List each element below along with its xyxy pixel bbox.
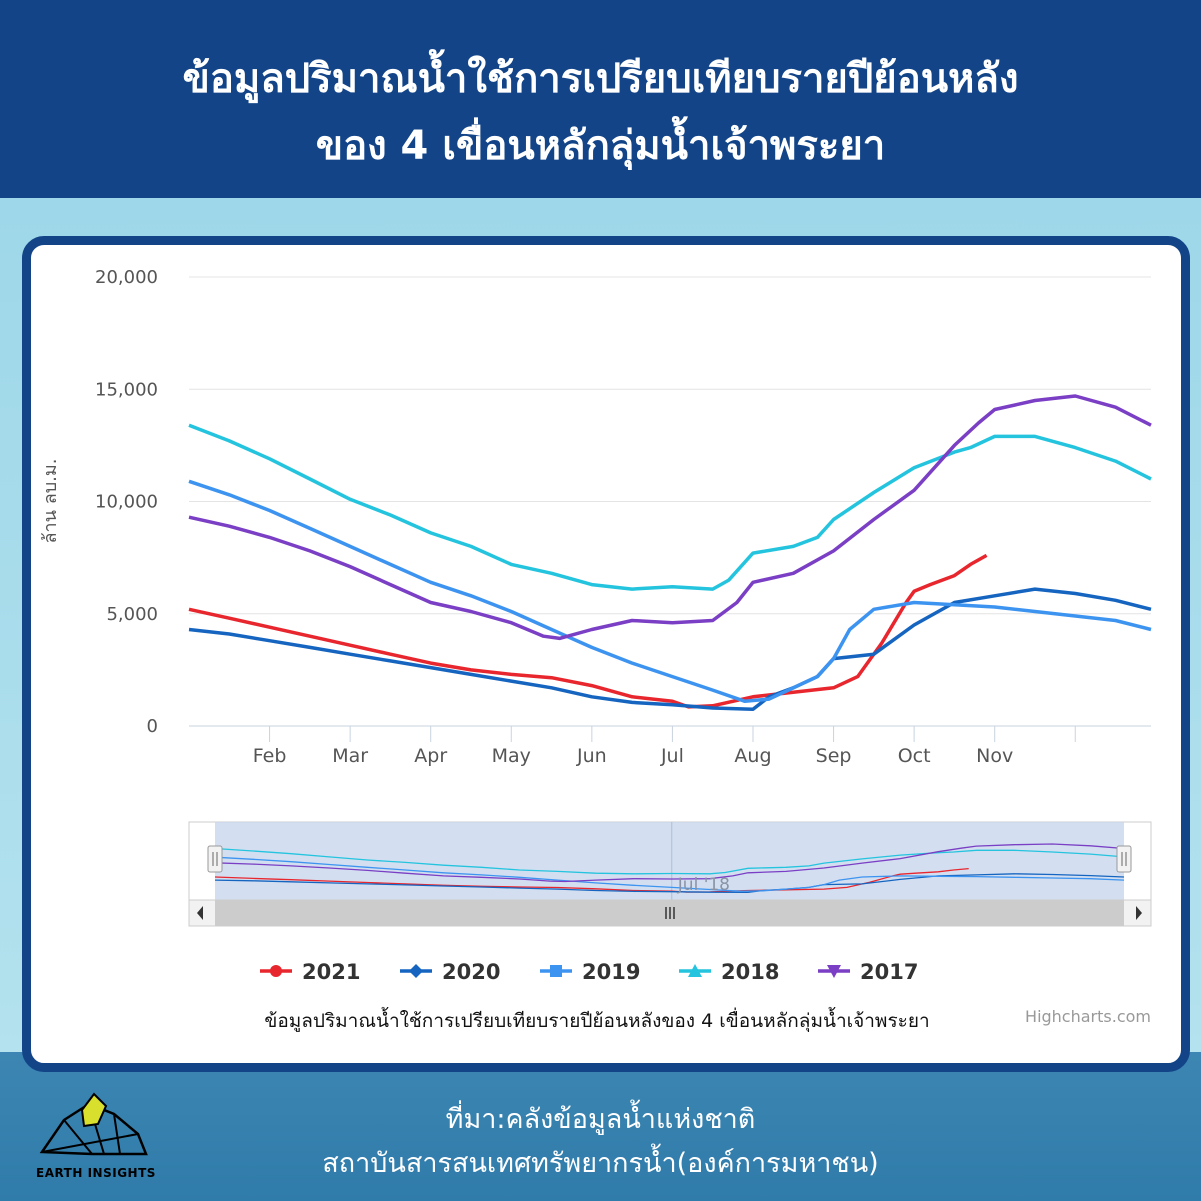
x-tick-label: May	[492, 745, 531, 767]
y-tick-label: 10,000	[95, 492, 158, 513]
earth-insights-logo	[39, 1092, 148, 1156]
logo-text: EARTH INSIGHTS	[36, 1166, 156, 1180]
navigator-handle-left[interactable]	[207, 845, 223, 873]
series-line-2017	[188, 394, 1152, 641]
legend-label-2019: 2019	[582, 960, 640, 984]
page-title-line-1: ข้อมูลปริมาณน้ำใช้การเปรียบเทียบรายปีย้อ…	[182, 56, 1019, 102]
highcharts-credits-link: Highcharts.com	[1025, 1007, 1151, 1026]
diamond-marker-icon	[409, 964, 423, 978]
navigator-series-2020	[214, 873, 1125, 894]
navigator-series-2019	[214, 856, 1125, 892]
source-line-1: ที่มา:คลังข้อมูลน้ำแห่งชาติ	[445, 1104, 756, 1135]
x-tick-label: Mar	[332, 745, 368, 767]
x-tick-label: Sep	[816, 745, 852, 767]
y-axis-label: ล้าน ลบ.ม.	[40, 459, 61, 544]
chart-subtitle: ข้อมูลปริมาณน้ำใช้การเปรียบเทียบรายปีย้อ…	[264, 1007, 929, 1033]
source-line-2: สถาบันสารสนเทศทรัพยากรน้ำ(องค์การมหาชน)	[322, 1148, 879, 1179]
legend-label-2017: 2017	[860, 960, 918, 984]
navigator-selection[interactable]	[215, 822, 1124, 900]
square-marker-icon	[550, 965, 562, 977]
scroll-left-arrow-icon[interactable]	[197, 906, 203, 920]
x-tick-label: Feb	[253, 745, 287, 767]
navigator-series-2018	[214, 847, 1125, 875]
y-tick-label: 15,000	[95, 379, 158, 400]
header-banner: ข้อมูลปริมาณน้ำใช้การเปรียบเทียบรายปีย้อ…	[0, 0, 1201, 198]
scroll-right-arrow-icon[interactable]	[1136, 906, 1142, 920]
x-tick-label: Jul	[660, 745, 684, 767]
series-line-2019	[188, 479, 1152, 704]
y-tick-label: 20,000	[95, 267, 158, 288]
triangle-down-marker-icon	[827, 965, 841, 978]
x-tick-label: Aug	[734, 745, 771, 767]
legend-label-2021: 2021	[302, 960, 360, 984]
x-tick-label: Apr	[414, 745, 447, 767]
x-tick-label: Nov	[976, 745, 1013, 767]
y-tick-label: 5,000	[106, 604, 158, 625]
legend-label-2018: 2018	[721, 960, 779, 984]
y-tick-label: 0	[147, 716, 158, 737]
navigator-handle-right[interactable]	[1116, 845, 1132, 873]
navigator-series-2017	[214, 843, 1125, 883]
series-line-2020	[188, 587, 1152, 711]
legend-label-2020: 2020	[442, 960, 500, 984]
triangle-marker-icon	[688, 964, 702, 977]
circle-marker-icon	[270, 965, 282, 977]
x-tick-label: Oct	[898, 745, 931, 767]
page-title-line-2: ของ 4 เขื่อนหลักลุ่มน้ำเจ้าพระยา	[315, 123, 886, 169]
navigator-date-label: Jul '18	[677, 875, 730, 895]
footer-banner	[0, 1052, 1201, 1201]
x-tick-label: Jun	[576, 745, 607, 767]
series-line-2018	[188, 423, 1152, 591]
